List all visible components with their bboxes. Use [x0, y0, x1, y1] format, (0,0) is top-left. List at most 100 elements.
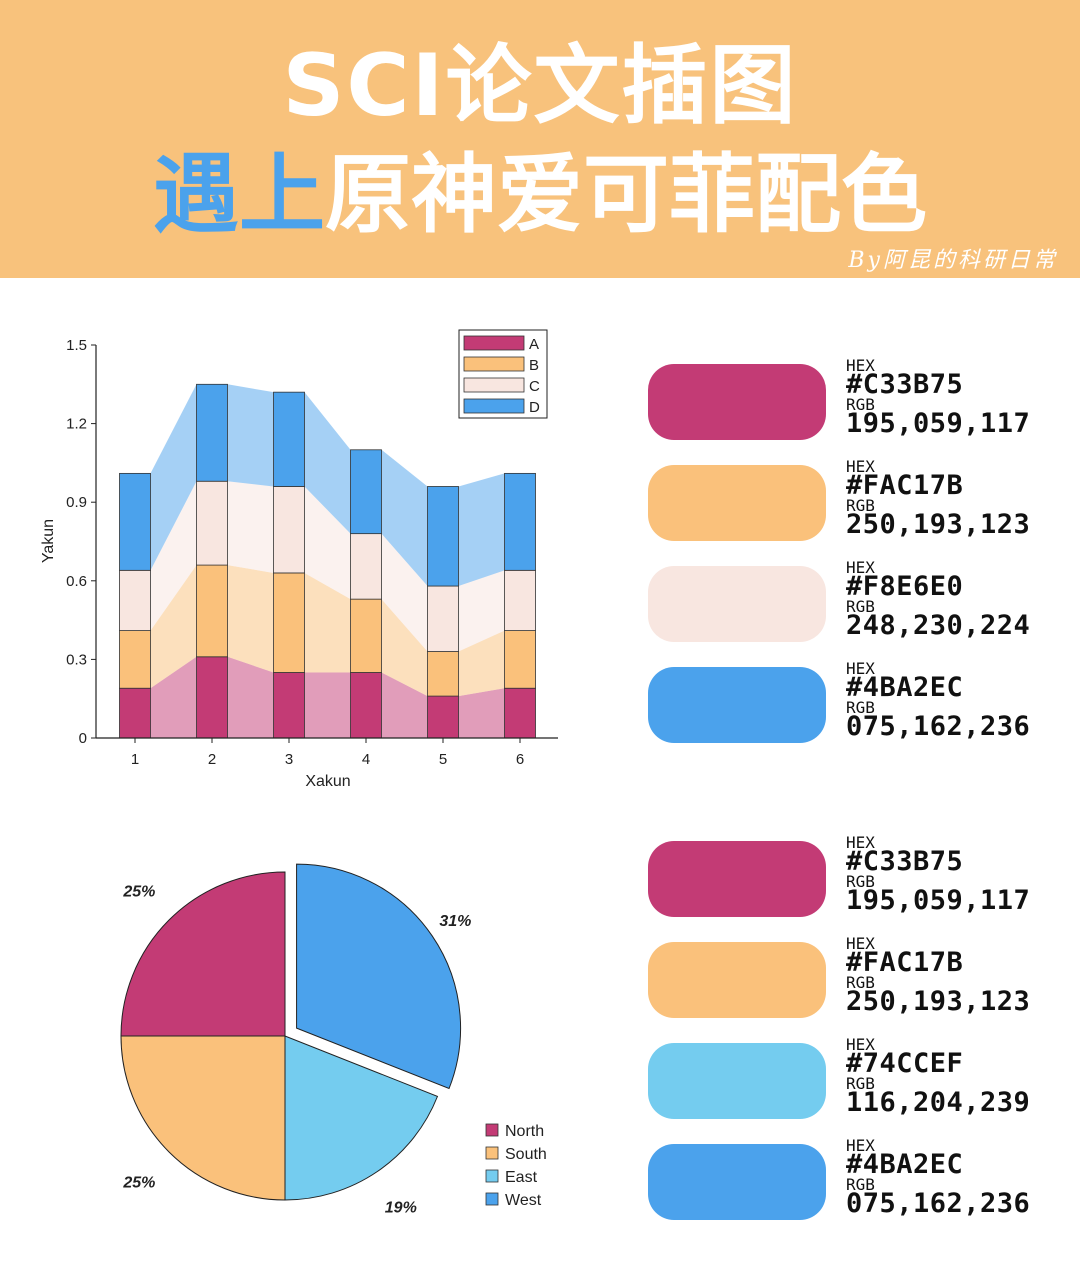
color-swatch [648, 566, 826, 642]
bar-area-fills [150, 384, 505, 738]
y-tick-label: 1.2 [66, 416, 87, 433]
rgb-label: RGB [846, 872, 875, 891]
bar-D-6 [504, 472, 536, 571]
band-A [304, 672, 351, 738]
rgb-label: RGB [846, 597, 875, 616]
rgb-value: 075,162,236 [846, 711, 1031, 742]
hex-label: HEX [846, 934, 875, 953]
legend-swatch-north [485, 1123, 499, 1137]
bar-D-3 [273, 391, 305, 487]
color-swatch [648, 1144, 826, 1220]
bar-C-2 [196, 480, 228, 566]
band-C [227, 481, 274, 573]
band-D [381, 449, 428, 587]
pie-legend: North South East West [485, 1123, 547, 1209]
y-axis-label: Yakun [40, 519, 57, 563]
rgb-value: 075,162,236 [846, 1188, 1031, 1219]
bar-rects [119, 383, 536, 739]
color-swatch [648, 667, 826, 743]
hex-label: HEX [846, 356, 875, 375]
palette-2-row-3: HEX #74CCEF RGB 116,204,239 [648, 1037, 1068, 1123]
band-C [458, 570, 505, 652]
pie-slice-west [296, 863, 462, 1090]
hex-value: #F8E6E0 [846, 571, 964, 602]
palette-1-row-3: HEX #F8E6E0 RGB 248,230,224 [648, 560, 1068, 646]
x-tick-label: 2 [208, 751, 216, 768]
rgb-value: 250,193,123 [846, 986, 1031, 1017]
x-axis-label: Xakun [305, 773, 350, 790]
byline: By阿昆的科研日常 [848, 248, 1058, 273]
rgb-label: RGB [846, 698, 875, 717]
x-tick-label: 4 [362, 751, 370, 768]
band-D [150, 384, 197, 571]
band-B [150, 565, 197, 689]
palette-1-row-4: HEX #4BA2EC RGB 075,162,236 [648, 661, 1068, 747]
rgb-value: 250,193,123 [846, 509, 1031, 540]
x-tick-label: 6 [516, 751, 524, 768]
color-swatch [648, 1043, 826, 1119]
pie-slice-north [120, 871, 286, 1037]
pie-chart: 25% 25% 19% 31% North South East West [120, 863, 547, 1216]
legend-label-north: North [505, 1123, 544, 1140]
bar-B-2 [196, 564, 228, 658]
band-A [227, 656, 274, 738]
bar-C-4 [350, 533, 382, 600]
palette-1-row-2: HEX #FAC17B RGB 250,193,123 [648, 459, 1068, 545]
hex-label: HEX [846, 558, 875, 577]
bar-A-3 [273, 672, 305, 739]
hex-value: #4BA2EC [846, 672, 964, 703]
legend-swatch-C [463, 377, 525, 393]
bar-A-6 [504, 687, 536, 739]
palette-2-row-2: HEX #FAC17B RGB 250,193,123 [648, 936, 1068, 1022]
legend-label-A: A [529, 336, 539, 353]
pie-slice-south [120, 1035, 286, 1201]
hex-label: HEX [846, 1136, 875, 1155]
bar-B-3 [273, 572, 305, 673]
band-D [227, 384, 274, 487]
x-tick-label: 1 [131, 751, 139, 768]
rgb-value: 248,230,224 [846, 610, 1031, 641]
color-swatch [648, 942, 826, 1018]
color-swatch [648, 841, 826, 917]
bar-B-4 [350, 598, 382, 673]
band-B [304, 572, 351, 673]
legend-swatch-west [485, 1192, 499, 1206]
hex-label: HEX [846, 659, 875, 678]
rgb-value: 195,059,117 [846, 408, 1031, 439]
palette-1-row-1: HEX #C33B75 RGB 195,059,117 [648, 358, 1068, 444]
legend-label-C: C [529, 378, 540, 395]
pie-slice-east [284, 1035, 439, 1201]
legend-label-east: East [505, 1169, 538, 1186]
title-highlight: 遇上 [153, 145, 325, 245]
y-tick-label: 0.3 [66, 651, 87, 668]
bar-C-5 [427, 585, 459, 652]
x-tick-label: 3 [285, 751, 293, 768]
y-tick-label: 0.9 [66, 494, 87, 511]
pie-slices [120, 863, 462, 1201]
x-tick-label: 5 [439, 751, 447, 768]
bar-C-3 [273, 486, 305, 574]
pie-value-label-south: 25% [122, 1175, 155, 1192]
color-swatch [648, 364, 826, 440]
page-title-line2: 遇上原神爱可菲配色 [0, 140, 1080, 250]
band-C [381, 533, 428, 652]
bar-A-5 [427, 695, 459, 739]
pie-value-label-north: 25% [122, 883, 155, 900]
bar-A-4 [350, 672, 382, 739]
hex-value: #FAC17B [846, 470, 964, 501]
bar-axes: 0 0.3 0.6 0.9 1.2 1.5 1 2 3 4 5 6 [66, 337, 558, 768]
band-B [381, 599, 428, 697]
rgb-label: RGB [846, 496, 875, 515]
legend-swatch-D [463, 398, 525, 414]
bar-C-6 [504, 569, 536, 631]
rgb-label: RGB [846, 395, 875, 414]
band-B [227, 565, 274, 673]
color-swatch [648, 465, 826, 541]
y-tick-label: 1.5 [66, 337, 87, 354]
rgb-label: RGB [846, 973, 875, 992]
band-C [150, 481, 197, 631]
hex-label: HEX [846, 1035, 875, 1054]
hex-value: #4BA2EC [846, 1149, 964, 1180]
bar-D-5 [427, 486, 459, 587]
